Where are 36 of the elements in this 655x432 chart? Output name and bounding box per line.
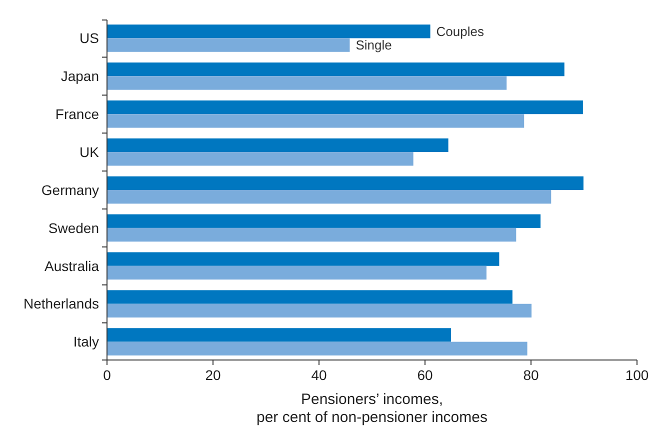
- y-tick-label: Italy: [73, 334, 99, 350]
- bar: [107, 38, 350, 52]
- x-tick-label: 20: [205, 367, 221, 383]
- bar: [107, 152, 414, 166]
- bar: [107, 62, 564, 76]
- bar: [107, 24, 430, 38]
- y-tick-label: Australia: [44, 258, 100, 274]
- y-tick-label: Japan: [60, 68, 99, 84]
- bar: [107, 290, 512, 304]
- x-tick-label: 80: [523, 367, 539, 383]
- y-tick-label: Netherlands: [24, 296, 99, 312]
- bar: [107, 100, 583, 114]
- bar: [107, 190, 552, 204]
- bar: [107, 252, 500, 266]
- series-label: Couples: [436, 24, 484, 39]
- series-label: Single: [356, 38, 392, 53]
- y-tick-label: France: [55, 106, 100, 122]
- y-tick-label: US: [80, 30, 99, 46]
- bar: [107, 76, 507, 90]
- bar: [107, 138, 448, 152]
- x-axis-title: Pensioners’ incomes, per cent of non-pensioner incomes: [256, 391, 488, 426]
- bar: [107, 214, 541, 228]
- bar: [107, 176, 584, 190]
- x-tick-label: 60: [417, 367, 433, 383]
- y-tick-label: UK: [80, 144, 100, 160]
- y-tick-label: Sweden: [48, 220, 99, 236]
- x-tick-label: 0: [103, 367, 112, 383]
- bar: [107, 304, 532, 318]
- y-tick-label: Germany: [41, 182, 99, 198]
- bar: [107, 328, 451, 342]
- bar: [107, 114, 524, 128]
- bar: [107, 266, 486, 280]
- bar: [107, 342, 528, 356]
- bar: [107, 228, 516, 242]
- x-tick-label: 100: [625, 367, 649, 383]
- x-tick-label: 40: [311, 367, 327, 383]
